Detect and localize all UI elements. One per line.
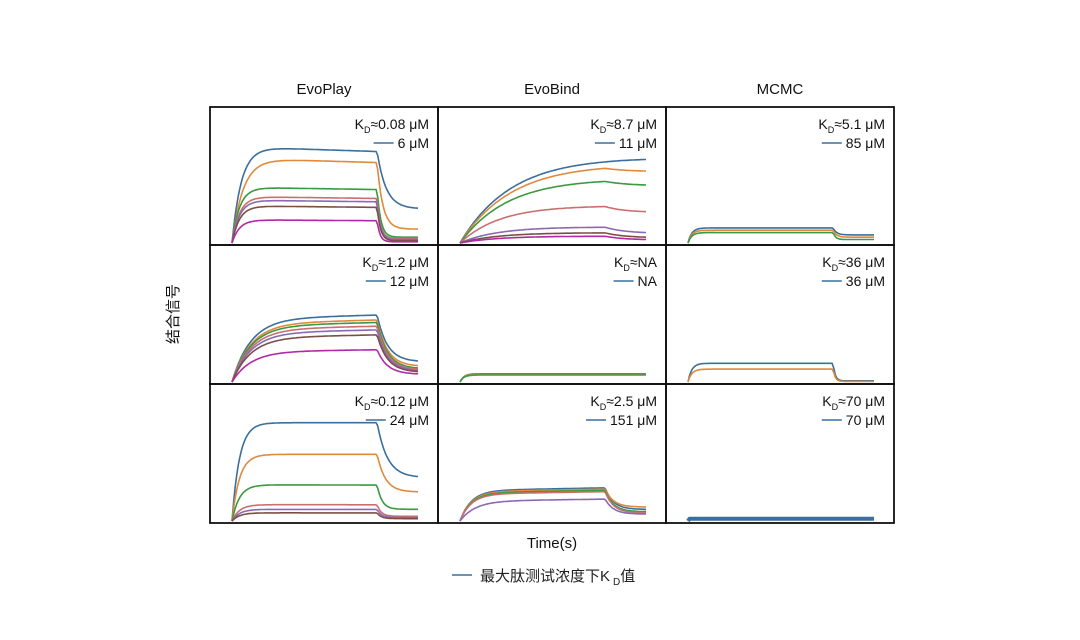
column-title-0: EvoPlay <box>296 81 352 98</box>
conc-label-8: 70 μM <box>846 412 885 428</box>
series-line-0-5 <box>231 205 418 244</box>
column-titles: EvoPlay EvoBind MCMC <box>296 81 803 98</box>
series-line-6-1 <box>231 453 419 522</box>
series-line-1-2 <box>459 180 647 244</box>
conc-label-0: 6 μM <box>398 135 429 151</box>
column-title-2: MCMC <box>757 81 804 98</box>
series-line-3-5 <box>231 334 419 383</box>
series-line-7-0 <box>459 487 646 522</box>
series-line-6-4 <box>231 508 418 522</box>
kd-label-3: KD≈1.2 μM <box>362 254 429 273</box>
kd-label-6: KD≈0.12 μM <box>355 393 429 412</box>
conc-label-7: 151 μM <box>610 412 657 428</box>
panel-frame-8 <box>665 383 895 524</box>
series-line-6-0 <box>231 421 419 522</box>
series-line-6-5 <box>231 511 418 522</box>
series-line-3-4 <box>231 329 419 383</box>
conc-label-3: 12 μM <box>390 273 429 289</box>
series-line-0-1 <box>231 159 418 244</box>
kd-label-5: KD≈36 μM <box>822 254 885 273</box>
series-line-2-0 <box>687 227 874 244</box>
series-line-3-2 <box>231 321 419 383</box>
conc-label-2: 85 μM <box>846 135 885 151</box>
kd-label-2: KD≈5.1 μM <box>818 116 885 135</box>
kd-label-1: KD≈8.7 μM <box>590 116 657 135</box>
series-line-1-6 <box>459 235 646 244</box>
series-line-5-1 <box>687 368 874 383</box>
series-line-7-2 <box>459 489 646 522</box>
series-line-1-5 <box>459 232 647 244</box>
series-line-2-1 <box>687 229 874 244</box>
series-line-1-4 <box>459 226 647 244</box>
kd-label-0: KD≈0.08 μM <box>355 116 429 135</box>
series-line-1-3 <box>459 205 647 244</box>
series-line-0-4 <box>231 199 418 244</box>
series-line-7-4 <box>459 498 646 522</box>
series-line-6-2 <box>231 484 418 522</box>
kd-label-8: KD≈70 μM <box>822 393 885 412</box>
series-line-0-2 <box>231 187 418 244</box>
y-axis-title: 结合信号 <box>165 284 182 344</box>
legend: 最大肽测试浓度下K D值 <box>452 568 635 588</box>
series-line-0-3 <box>231 196 418 244</box>
series-line-6-3 <box>231 503 418 522</box>
series-line-3-6 <box>231 348 419 383</box>
series-line-7-3 <box>459 490 646 522</box>
conc-label-1: 11 μM <box>619 135 657 151</box>
series-line-8-0 <box>686 516 875 523</box>
series-line-3-0 <box>231 314 419 383</box>
conc-label-4: NA <box>638 273 658 289</box>
series-line-0-0 <box>231 148 419 244</box>
panel-0: KD≈0.08 μM6 μM <box>209 106 439 246</box>
legend-label: 最大肽测试浓度下K D值 <box>480 568 635 588</box>
series-line-2-2 <box>687 231 874 244</box>
series-line-3-1 <box>231 319 419 383</box>
kd-label-7: KD≈2.5 μM <box>590 393 657 412</box>
x-axis-title: Time(s) <box>527 535 577 552</box>
series-line-7-1 <box>459 488 647 522</box>
kd-label-4: KD≈NA <box>614 254 658 273</box>
column-title-1: EvoBind <box>524 81 580 98</box>
series-line-1-1 <box>459 167 647 244</box>
series-line-5-0 <box>687 362 874 383</box>
series-line-3-3 <box>231 325 419 383</box>
conc-label-6: 24 μM <box>390 412 429 428</box>
series-line-0-6 <box>231 219 418 244</box>
conc-label-5: 36 μM <box>846 273 885 289</box>
series-line-4-2 <box>459 374 646 383</box>
series-line-1-0 <box>459 158 646 244</box>
